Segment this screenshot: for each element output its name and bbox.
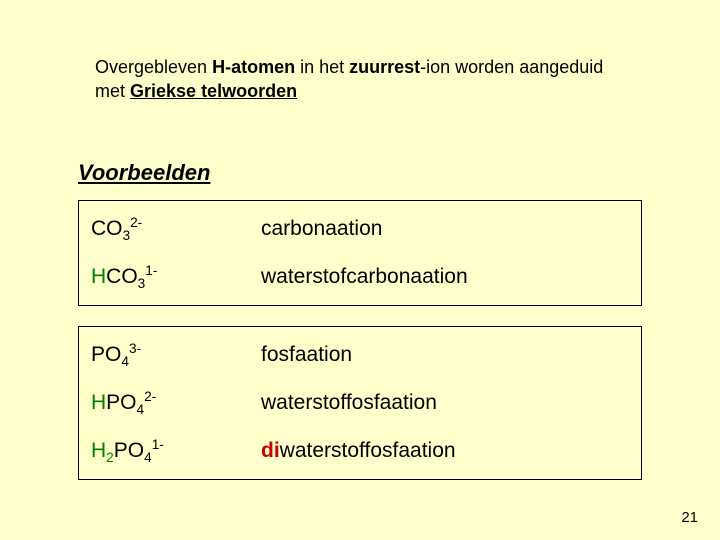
formula-sub: 4: [121, 354, 129, 369]
ion-name: diwaterstoffosfaation: [261, 439, 629, 463]
formula-sub: 4: [137, 402, 145, 417]
formula-sub: 3: [123, 228, 131, 243]
section-title: Voorbeelden: [78, 160, 210, 186]
example-row: CO32-carbonaation: [79, 205, 641, 253]
formula-sup: 2-: [130, 215, 142, 230]
ion-name-rest: carbonaation: [261, 217, 382, 240]
ion-name-rest: waterstoffosfaation: [261, 391, 437, 414]
formula-core: PO: [114, 439, 144, 462]
formula: CO32-: [91, 217, 261, 241]
intro-part1: Overgebleven: [95, 57, 212, 77]
intro-part4: zuurrest: [349, 57, 420, 77]
hydrogen-prefix: H: [91, 391, 106, 414]
formula: HPO42-: [91, 391, 261, 415]
ion-name: carbonaation: [261, 217, 629, 241]
formula: PO43-: [91, 343, 261, 367]
slide: Overgebleven H-atomen in het zuurrest-io…: [0, 0, 720, 540]
example-block-2: PO43-fosfaationHPO42-waterstoffosfaation…: [78, 326, 642, 480]
formula-core: PO: [106, 391, 136, 414]
ion-name: waterstoffosfaation: [261, 391, 629, 415]
formula-core: CO: [106, 265, 138, 288]
formula: HCO31-: [91, 265, 261, 289]
formula: H2PO41-: [91, 439, 261, 463]
hydrogen-prefix: H: [91, 265, 106, 288]
ion-name-rest: waterstoffosfaation: [280, 439, 456, 462]
formula-sub: 4: [144, 450, 152, 465]
intro-part3: in het: [295, 57, 349, 77]
formula-core: CO: [91, 217, 123, 240]
greek-prefix: di: [261, 439, 280, 462]
ion-name: waterstofcarbonaation: [261, 265, 629, 289]
formula-sub: 3: [138, 276, 146, 291]
hydrogen-count-sub: 2: [106, 450, 114, 465]
intro-part2: H-atomen: [212, 57, 295, 77]
intro-text: Overgebleven H-atomen in het zuurrest-io…: [95, 55, 635, 104]
formula-sup: 1-: [152, 437, 164, 452]
formula-sup: 3-: [129, 341, 141, 356]
page-number: 21: [681, 509, 698, 526]
formula-core: PO: [91, 343, 121, 366]
example-row: HPO42-waterstoffosfaation: [79, 379, 641, 427]
example-row: PO43-fosfaation: [79, 331, 641, 379]
formula-sup: 2-: [144, 389, 156, 404]
example-block-1: CO32-carbonaationHCO31-waterstofcarbonaa…: [78, 200, 642, 306]
example-row: H2PO41-diwaterstoffosfaation: [79, 427, 641, 475]
ion-name: fosfaation: [261, 343, 629, 367]
ion-name-rest: fosfaation: [261, 343, 352, 366]
intro-part6: Griekse telwoorden: [130, 81, 297, 101]
formula-sup: 1-: [145, 263, 157, 278]
example-row: HCO31-waterstofcarbonaation: [79, 253, 641, 301]
hydrogen-prefix: H: [91, 439, 106, 462]
ion-name-rest: waterstofcarbonaation: [261, 265, 468, 288]
